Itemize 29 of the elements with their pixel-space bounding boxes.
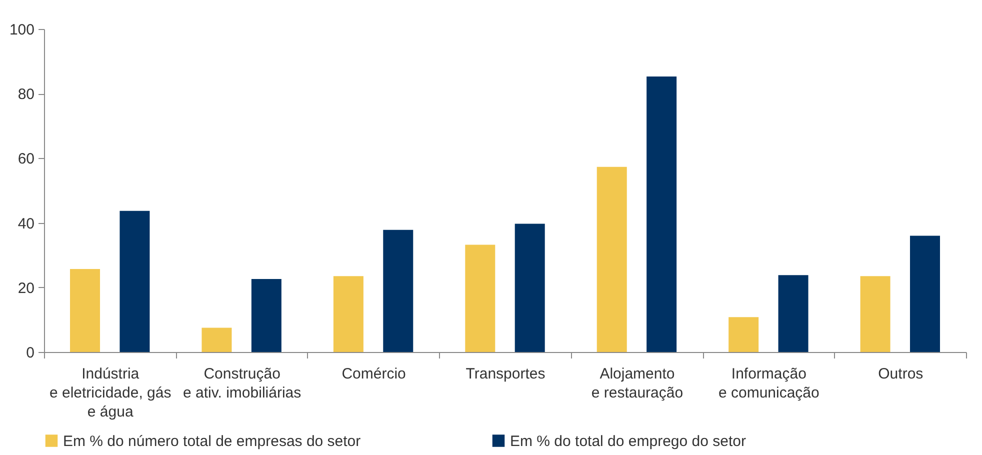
bar: [514, 224, 545, 352]
y-tick-label: 20: [18, 280, 34, 297]
y-tick-label: 60: [18, 150, 34, 168]
bar: [646, 76, 677, 352]
bar: [860, 276, 890, 352]
bar: [333, 276, 364, 352]
x-tick-label: Construção e ativ. imobiliárias: [183, 366, 302, 402]
bar: [465, 244, 496, 352]
y-tick-label: 80: [18, 86, 34, 104]
bar: [778, 275, 808, 352]
bar: [70, 268, 100, 352]
bar: [120, 210, 150, 352]
bar: [251, 279, 282, 352]
y-tick-label: 100: [9, 22, 34, 38]
bar: [910, 236, 940, 352]
x-tick-label: Outros: [878, 366, 924, 382]
x-tick-label: Comércio: [342, 366, 406, 382]
y-tick-label: 40: [18, 215, 34, 232]
bar: [728, 317, 759, 352]
bar: [383, 230, 414, 352]
x-tick-label: Informação e comunicação: [718, 366, 820, 402]
bar: [596, 166, 627, 352]
x-tick-label: Alojamento e restauração: [591, 366, 684, 402]
x-tick-label: Transportes: [466, 366, 546, 382]
legend-label: Em % do total do emprego do setor: [510, 432, 746, 450]
legend-label: Em % do número total de empresas do setor: [63, 432, 361, 450]
y-tick-label: 0: [26, 344, 34, 362]
bar: [202, 328, 232, 352]
x-tick-label: Indústria e eletricidade, gás e água: [49, 366, 172, 420]
